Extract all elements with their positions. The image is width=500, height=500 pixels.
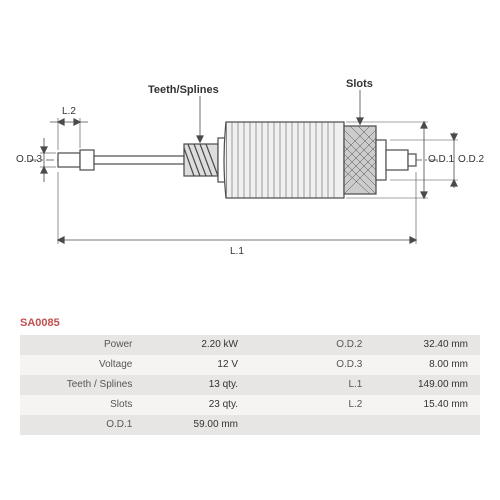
table-row: Voltage 12 V O.D.3 8.00 mm [20, 355, 480, 375]
spec-label: Power [20, 335, 144, 355]
table-row: Power 2.20 kW O.D.2 32.40 mm [20, 335, 480, 355]
l1-label: L.1 [230, 246, 244, 257]
table-row: O.D.1 59.00 mm [20, 415, 480, 435]
spec-label: Teeth / Splines [20, 375, 144, 395]
spec-value: 2.20 kW [144, 335, 250, 355]
spec-label: O.D.1 [20, 415, 144, 435]
spec-label: L.2 [250, 395, 374, 415]
spec-value: 13 qty. [144, 375, 250, 395]
table-row: Teeth / Splines 13 qty. L.1 149.00 mm [20, 375, 480, 395]
spec-value [374, 415, 480, 435]
table-row: Slots 23 qty. L.2 15.40 mm [20, 395, 480, 415]
od1-label: O.D.1 [428, 154, 454, 165]
technical-drawing: Teeth/Splines Slots L.2 O.D.3 L.1 O.D.1 … [30, 60, 470, 280]
spec-label: Voltage [20, 355, 144, 375]
spec-value: 12 V [144, 355, 250, 375]
l2-label: L.2 [62, 106, 76, 117]
part-id: SA0085 [20, 317, 60, 329]
spec-value: 15.40 mm [374, 395, 480, 415]
spec-value: 149.00 mm [374, 375, 480, 395]
spec-value: 23 qty. [144, 395, 250, 415]
spec-label [250, 415, 374, 435]
od2-label: O.D.2 [458, 154, 484, 165]
spec-label: L.1 [250, 375, 374, 395]
spec-table: Power 2.20 kW O.D.2 32.40 mm Voltage 12 … [20, 335, 480, 435]
slots-label: Slots [346, 78, 373, 90]
od3-label: O.D.3 [16, 154, 42, 165]
spec-label: O.D.2 [250, 335, 374, 355]
spec-value: 59.00 mm [144, 415, 250, 435]
spec-value: 8.00 mm [374, 355, 480, 375]
spec-label: Slots [20, 395, 144, 415]
spec-value: 32.40 mm [374, 335, 480, 355]
spec-label: O.D.3 [250, 355, 374, 375]
teeth-splines-label: Teeth/Splines [148, 84, 219, 96]
